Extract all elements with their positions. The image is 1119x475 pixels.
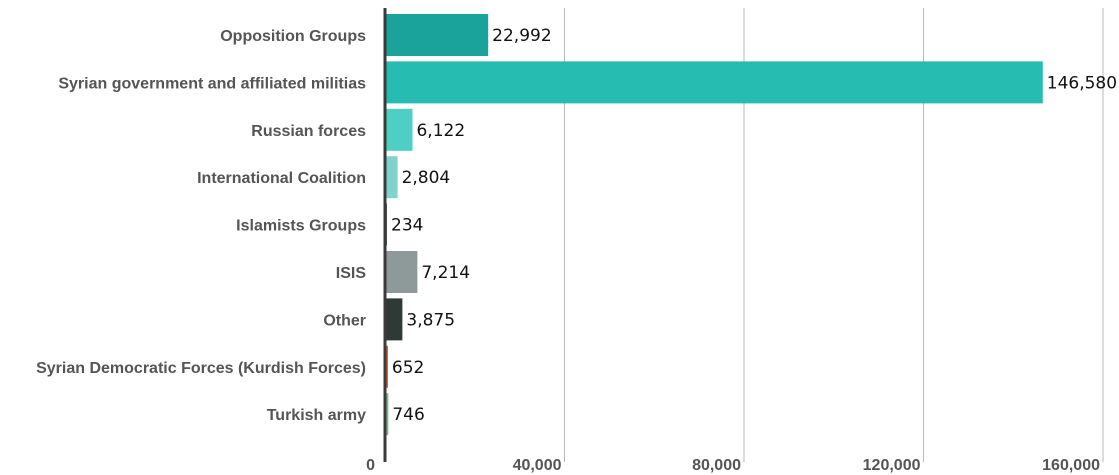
value-label: 146,580 bbox=[1047, 73, 1117, 93]
x-tick-label: 0 bbox=[366, 457, 375, 474]
category-label: Syrian government and affiliated militia… bbox=[58, 75, 366, 92]
value-label: 234 bbox=[391, 216, 423, 236]
x-tick-label: 80,000 bbox=[692, 457, 741, 474]
x-axis-ticks: 0 40,000 80,000 120,000 160,000 bbox=[366, 457, 1100, 474]
bar bbox=[385, 251, 418, 293]
category-labels: Opposition Groups Syrian government and a… bbox=[36, 28, 366, 424]
category-label: Russian forces bbox=[251, 123, 366, 140]
value-label: 22,992 bbox=[492, 26, 551, 46]
value-label: 6,122 bbox=[416, 121, 465, 141]
bars bbox=[385, 14, 1043, 436]
value-label: 7,214 bbox=[421, 263, 470, 283]
value-labels: 22,992 146,580 6,122 2,804 234 7,214 3,875 652 7… bbox=[391, 26, 1117, 425]
category-label: Islamists Groups bbox=[236, 218, 366, 235]
category-label: Syrian Democratic Forces (Kurdish Forces… bbox=[36, 360, 366, 377]
value-label: 746 bbox=[392, 405, 424, 425]
bar bbox=[385, 298, 403, 341]
x-tick-label: 160,000 bbox=[1042, 457, 1100, 474]
bar bbox=[385, 393, 389, 436]
x-tick-label: 120,000 bbox=[863, 457, 921, 474]
bar bbox=[385, 14, 489, 56]
bar bbox=[385, 61, 1043, 104]
category-label: Other bbox=[323, 312, 366, 329]
bar bbox=[385, 156, 398, 199]
category-label: International Coalition bbox=[197, 170, 366, 187]
category-label: Opposition Groups bbox=[220, 28, 366, 45]
value-label: 2,804 bbox=[402, 168, 451, 188]
value-label: 652 bbox=[392, 358, 424, 378]
value-label: 3,875 bbox=[406, 310, 455, 330]
category-label: Turkish army bbox=[267, 407, 366, 424]
x-tick-label: 40,000 bbox=[513, 457, 562, 474]
category-label: ISIS bbox=[336, 265, 367, 282]
bar bbox=[385, 108, 413, 151]
